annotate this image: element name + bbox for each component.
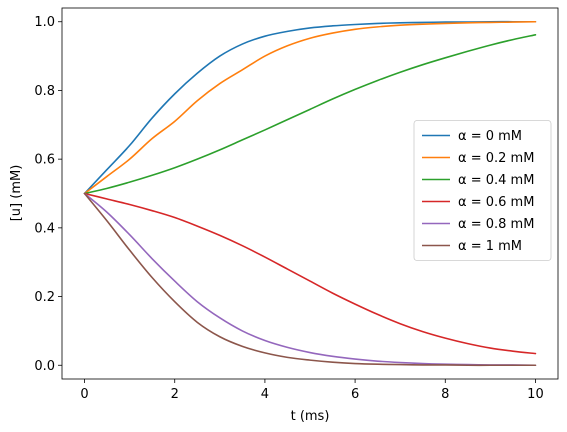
series-line-1 xyxy=(83,20,537,195)
y-tick-label: 0.4 xyxy=(34,221,55,236)
legend-label-1: α = 0 mM xyxy=(458,129,522,144)
legend-label-4: α = 0.6 mM xyxy=(458,195,534,210)
legend-box xyxy=(413,120,552,261)
plot-frame xyxy=(61,7,559,380)
x-tick-label: 0 xyxy=(80,387,88,402)
y-axis-label: [u] (mM) xyxy=(9,165,24,222)
y-tick-label: 0.2 xyxy=(34,290,55,305)
series-line-2 xyxy=(83,20,537,195)
y-tick-label: 0.8 xyxy=(34,84,55,99)
legend-label-6: α = 1 mM xyxy=(458,239,522,254)
x-tick-label: 10 xyxy=(527,387,544,402)
legend-label-2: α = 0.2 mM xyxy=(458,151,534,166)
series-line-4 xyxy=(83,192,537,355)
y-tick-label: 0.6 xyxy=(34,153,55,168)
legend: α = 0 mM α = 0.2 mM α = 0.4 mM α = 0.6 mM α … xyxy=(413,120,552,261)
legend-label-3: α = 0.4 mM xyxy=(458,173,534,188)
x-tick-label: 4 xyxy=(261,387,269,402)
y-tick-label: 1.0 xyxy=(34,15,55,30)
y-tick-label: 0.0 xyxy=(34,359,55,374)
x-tick-label: 8 xyxy=(441,387,449,402)
x-tick-label: 6 xyxy=(351,387,359,402)
series-line-3 xyxy=(83,33,537,195)
x-axis-label: t (ms) xyxy=(291,409,330,424)
series-layer xyxy=(83,20,537,367)
x-tick-label: 2 xyxy=(171,387,179,402)
series-line-6 xyxy=(83,192,537,367)
y-axis: 0.0 0.2 0.4 0.6 0.8 1.0 xyxy=(34,15,62,374)
legend-label-5: α = 0.8 mM xyxy=(458,217,534,232)
x-axis: 0 2 4 6 8 10 xyxy=(80,379,544,402)
